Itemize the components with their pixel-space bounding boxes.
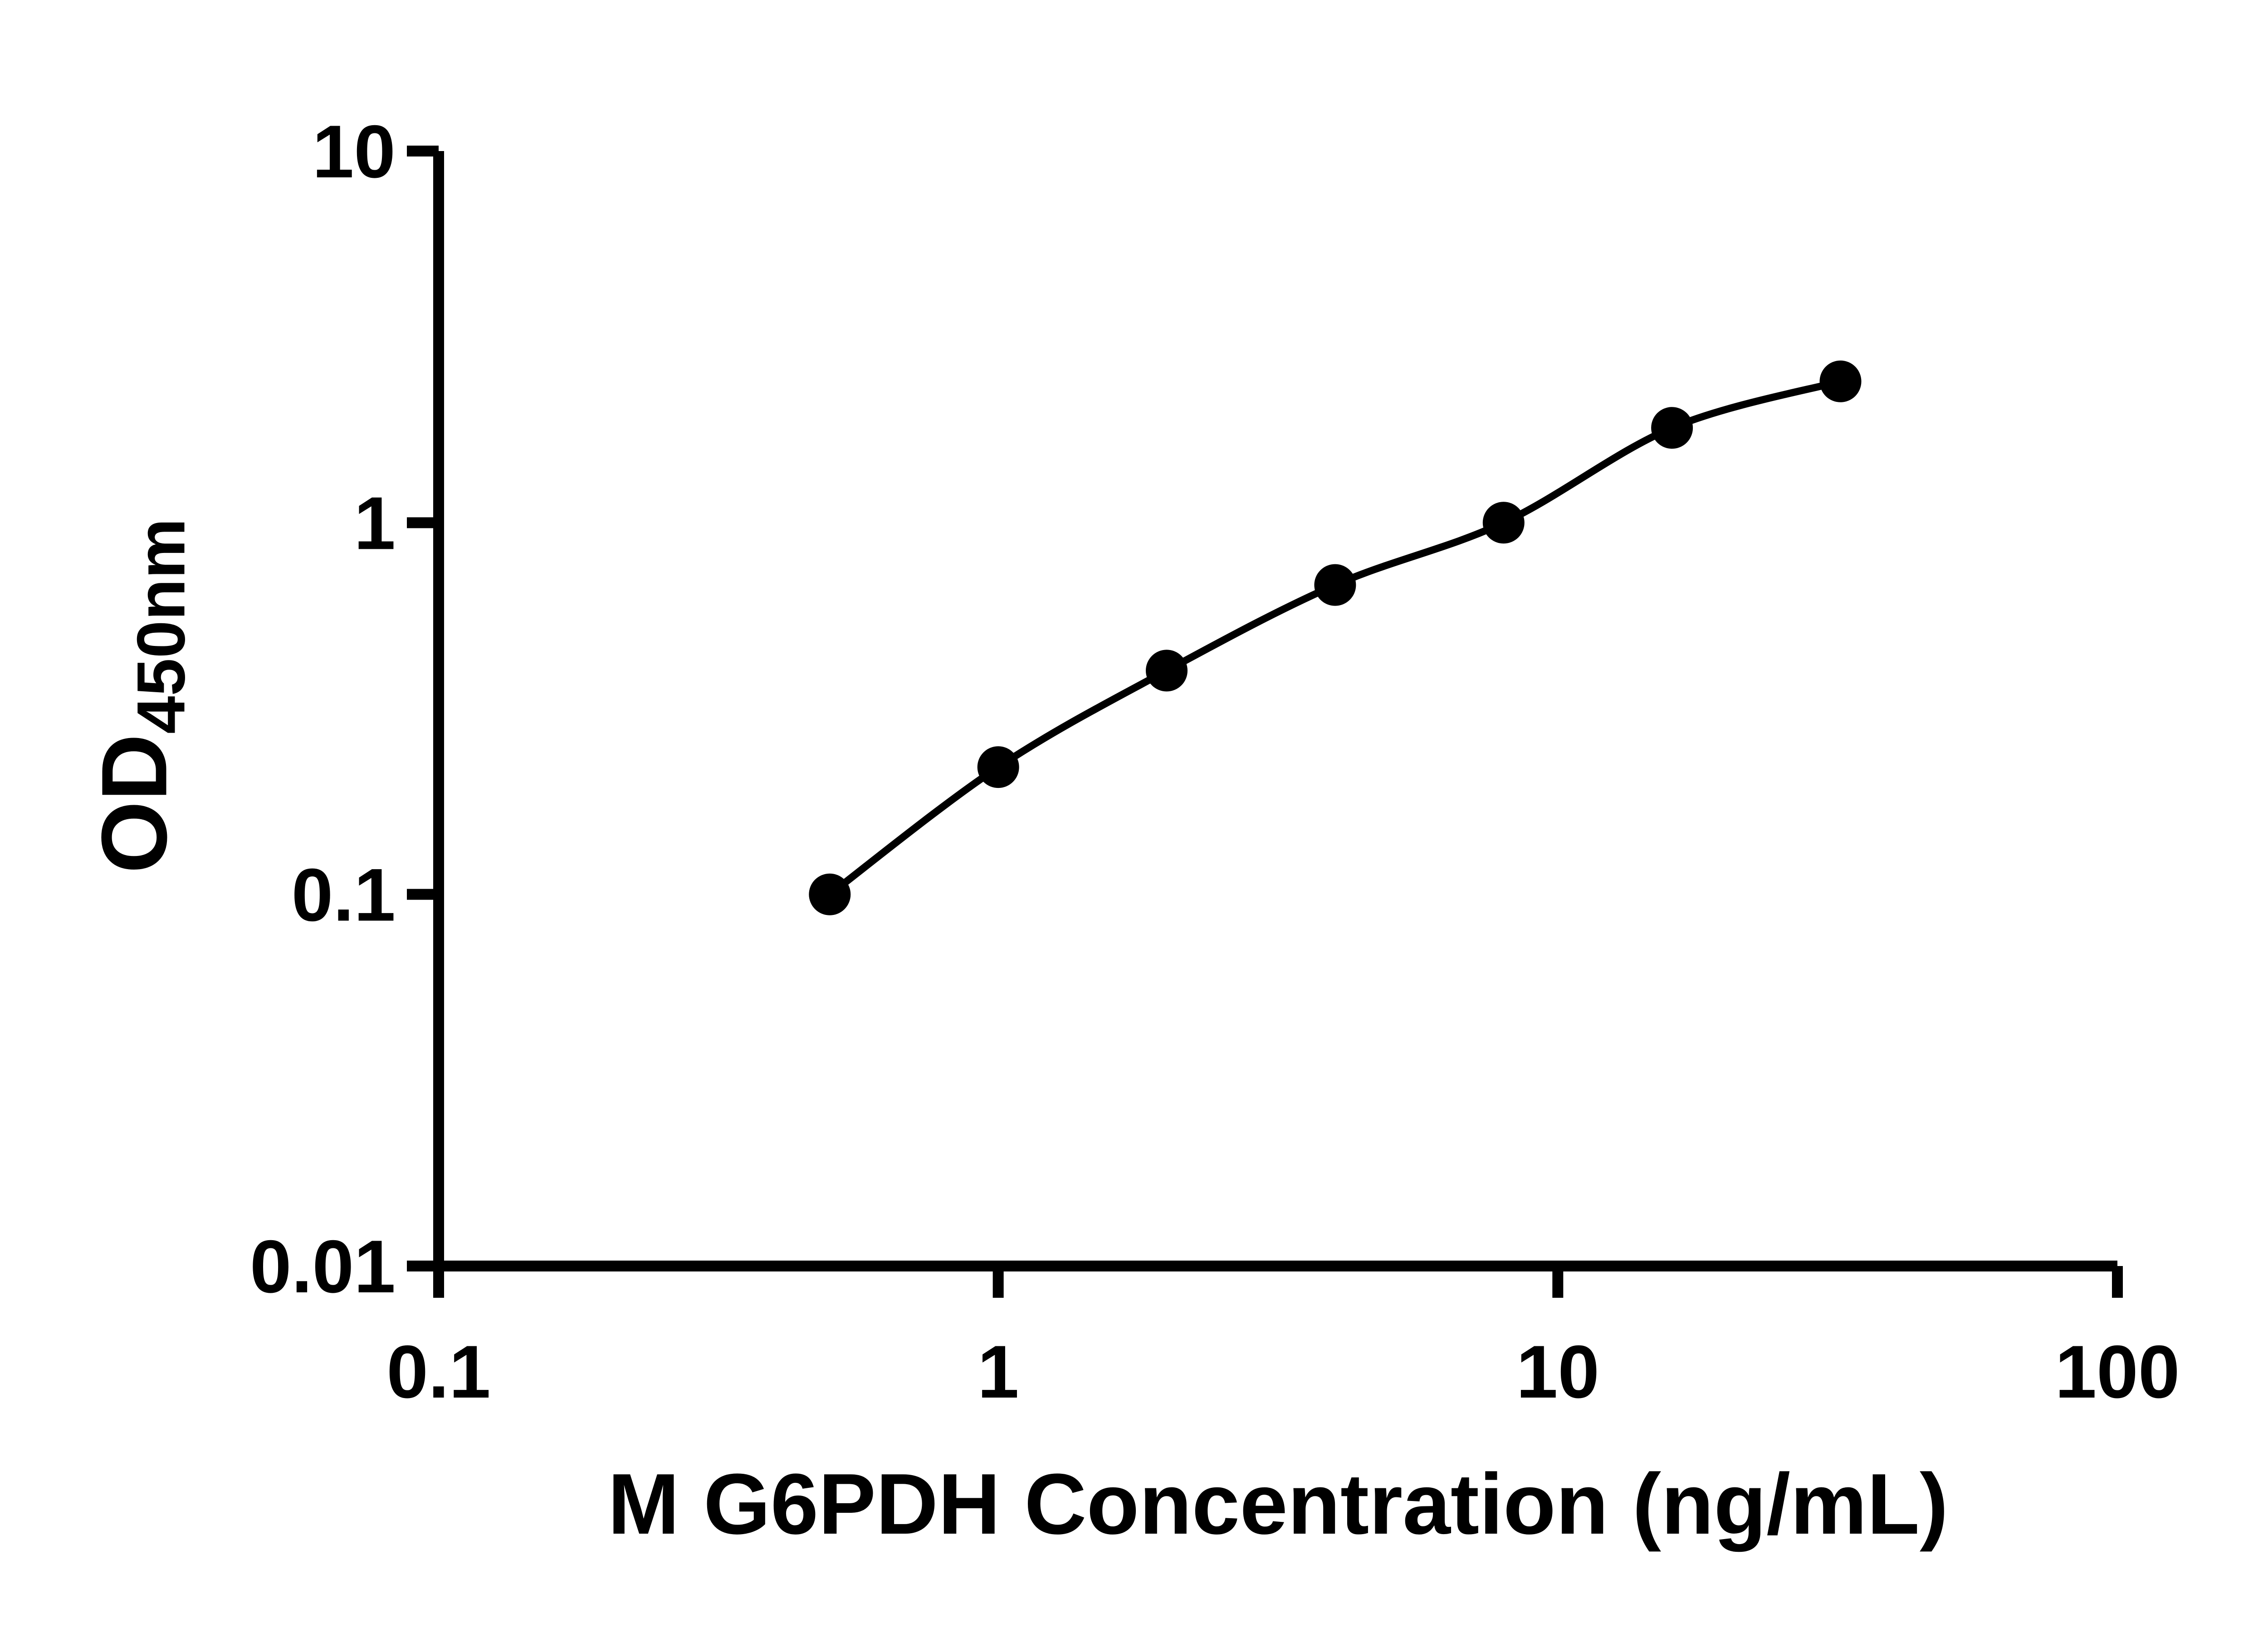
data-point xyxy=(1482,502,1525,544)
y-axis-title-main: OD xyxy=(82,733,186,874)
y-axis-tick-label: 0.01 xyxy=(250,1225,396,1308)
data-point xyxy=(977,746,1019,788)
data-point xyxy=(1651,407,1693,449)
data-point xyxy=(809,873,851,915)
y-axis-title-subscript: 450nm xyxy=(122,518,199,734)
data-point xyxy=(1146,650,1188,692)
data-point xyxy=(1314,564,1356,606)
y-axis-tick-label: 10 xyxy=(312,110,396,193)
x-axis-title: M G6PDH Concentration (ng/mL) xyxy=(607,1456,1949,1552)
x-axis-tick-label: 1 xyxy=(978,1330,1019,1413)
data-point xyxy=(1819,360,1862,402)
x-axis-tick-label: 10 xyxy=(1516,1330,1600,1413)
axes-frame xyxy=(433,151,2117,1271)
x-axis-tick-label: 0.1 xyxy=(386,1330,490,1413)
y-axis-title: OD450nm xyxy=(81,518,200,874)
y-axis-tick-label: 0.1 xyxy=(292,853,396,937)
fit-curve xyxy=(827,378,1842,898)
x-axis-tick-label: 100 xyxy=(2055,1330,2180,1413)
y-axis-tick-label: 1 xyxy=(354,481,396,565)
